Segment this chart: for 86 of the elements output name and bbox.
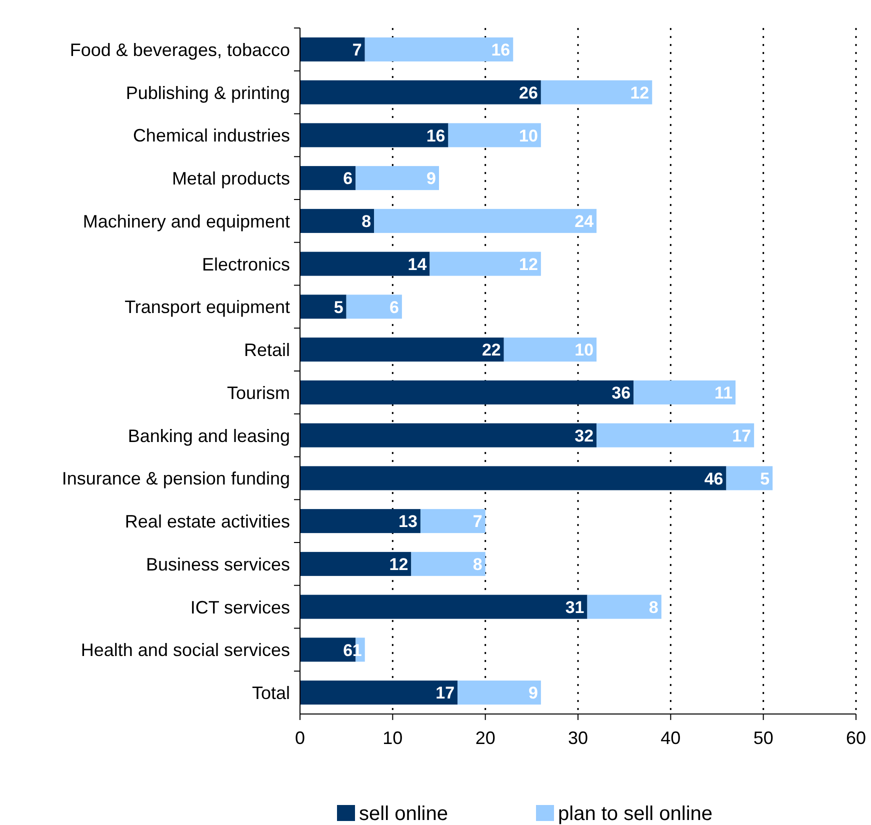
legend-label: plan to sell online <box>558 803 713 825</box>
legend-label: sell online <box>359 803 448 825</box>
bar <box>540 80 652 104</box>
data-label: 5 <box>334 298 344 317</box>
bar <box>300 166 356 190</box>
bar <box>504 338 597 362</box>
bar <box>300 594 588 619</box>
x-tick-label: 50 <box>753 728 774 748</box>
bar <box>448 123 541 148</box>
bar <box>430 252 541 276</box>
data-label: 8 <box>472 555 482 574</box>
x-tick-label: 60 <box>846 728 866 748</box>
data-label: 31 <box>565 598 584 617</box>
bar <box>374 208 597 233</box>
y-tick-label: Insurance & pension funding <box>62 468 290 489</box>
y-tick-label: Food & beverages, tobacco <box>70 40 290 60</box>
bar <box>300 466 726 490</box>
y-tick-label: Retail <box>244 340 290 360</box>
bar <box>634 380 736 404</box>
bar <box>300 123 448 148</box>
bar <box>411 552 486 576</box>
bar <box>300 380 634 404</box>
data-label: 6 <box>343 640 353 660</box>
x-tick-label: 20 <box>475 728 496 748</box>
bar <box>596 423 754 448</box>
x-tick-label: 10 <box>382 728 403 748</box>
y-tick-label: Business services <box>146 554 290 574</box>
data-label: 16 <box>491 40 510 60</box>
bar <box>300 252 430 276</box>
data-label: 5 <box>760 469 770 488</box>
data-label: 7 <box>472 512 482 532</box>
data-label: 36 <box>612 384 631 403</box>
y-tick-label: Metal products <box>172 168 290 189</box>
data-label: 9 <box>426 169 436 188</box>
data-label: 46 <box>704 469 724 488</box>
data-label: 16 <box>426 126 446 146</box>
x-tick-label: 40 <box>660 728 681 748</box>
data-label: 32 <box>574 426 594 446</box>
bar <box>300 208 374 233</box>
data-label: 10 <box>574 340 594 360</box>
bar <box>587 594 662 619</box>
y-tick-label: Transport equipment <box>124 297 290 318</box>
data-label: 7 <box>352 40 362 60</box>
bar <box>300 294 346 319</box>
y-tick-label: Tourism <box>226 382 290 403</box>
data-label: 12 <box>519 254 538 274</box>
bar <box>726 466 773 490</box>
data-label: 12 <box>389 555 408 574</box>
x-tick-label: 30 <box>568 728 588 748</box>
y-tick-label: Total <box>252 683 290 704</box>
y-tick-label: Publishing & printing <box>126 82 290 103</box>
bar <box>420 509 486 534</box>
bar <box>300 37 365 62</box>
data-label: 26 <box>519 83 538 102</box>
bar <box>346 294 402 319</box>
data-label: 8 <box>648 598 658 617</box>
y-tick-label: Chemical industries <box>132 126 290 146</box>
data-label: 8 <box>362 212 372 232</box>
x-tick-label: 0 <box>294 728 306 748</box>
data-label: 12 <box>630 83 650 102</box>
y-tick-label: Banking and leasing <box>128 426 290 446</box>
data-label: 11 <box>714 384 733 403</box>
bar <box>300 80 541 104</box>
y-tick-label: Electronics <box>202 254 290 274</box>
data-label: 17 <box>436 684 455 703</box>
bar <box>300 338 504 362</box>
data-label: 24 <box>574 212 594 232</box>
y-tick-label: ICT services <box>190 597 290 618</box>
data-label: 22 <box>482 340 501 360</box>
bar <box>300 680 458 705</box>
bar <box>300 552 412 576</box>
data-label: 13 <box>398 512 418 532</box>
y-tick-label: Machinery and equipment <box>82 211 290 232</box>
data-label: 14 <box>408 254 428 274</box>
data-label: 10 <box>519 126 538 146</box>
bar <box>458 680 541 705</box>
bar <box>364 37 514 62</box>
bar <box>356 166 439 190</box>
bar <box>300 423 597 448</box>
data-label: 17 <box>732 426 752 446</box>
data-label: 9 <box>528 684 538 703</box>
bar <box>300 509 420 534</box>
y-tick-label: Health and social services <box>80 640 290 660</box>
y-tick-label: Real estate activities <box>124 512 290 532</box>
data-label: 6 <box>389 298 399 317</box>
data-label: 6 <box>343 169 353 188</box>
